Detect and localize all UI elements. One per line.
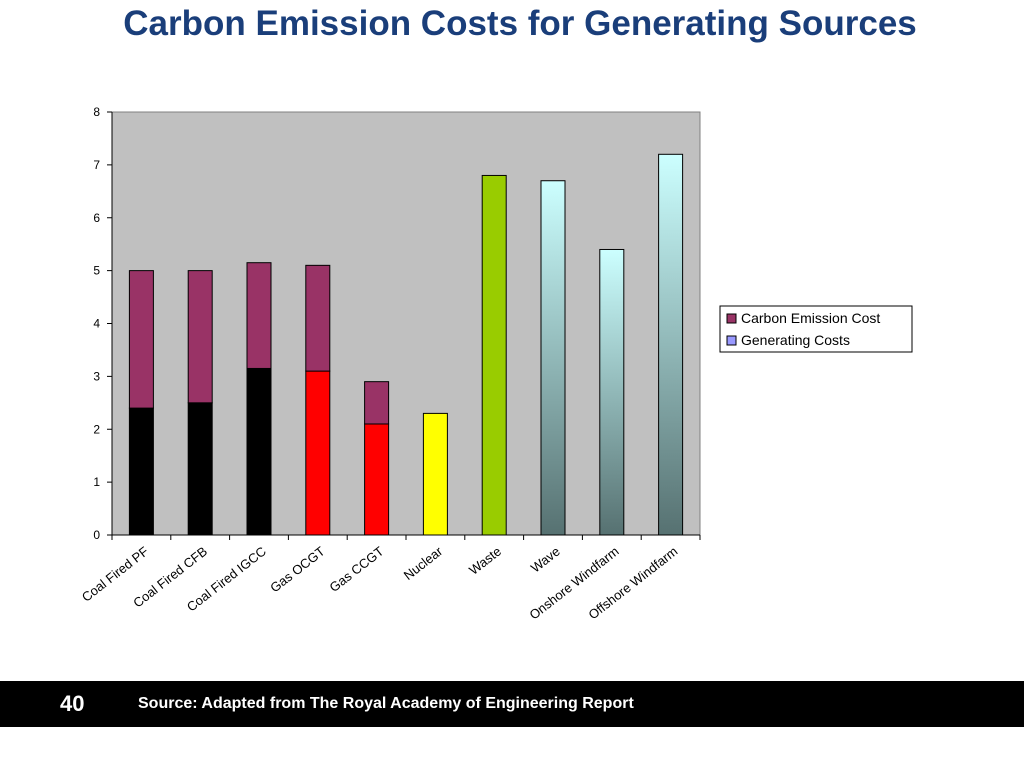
bar-generating-cost [540, 180, 566, 536]
x-category-label: Waste [466, 544, 504, 578]
bar-generating-cost [599, 248, 625, 536]
bar-generating-cost [246, 367, 272, 536]
y-tick-label: 6 [93, 211, 100, 225]
legend-label: Generating Costs [741, 332, 850, 348]
x-category-label: Gas CCGT [327, 544, 387, 595]
bar-carbon-emission-cost [246, 262, 272, 369]
y-tick-label: 4 [93, 317, 100, 331]
source-citation: Source: Adapted from The Royal Academy o… [138, 695, 634, 712]
page-number: 40 [60, 691, 85, 716]
footer-bar: 40 Source: Adapted from The Royal Academ… [0, 681, 1024, 727]
y-tick-label: 1 [93, 475, 100, 489]
bar-generating-cost [422, 412, 448, 536]
bar-generating-cost [481, 174, 507, 536]
bar-generating-cost [187, 402, 213, 536]
x-category-label: Nuclear [401, 543, 446, 583]
y-tick-label: 7 [93, 158, 100, 172]
legend-box [719, 305, 913, 353]
y-tick-label: 8 [93, 105, 100, 119]
bar-carbon-emission-cost [187, 270, 213, 404]
bar-generating-cost [305, 370, 331, 536]
bar-carbon-emission-cost [128, 270, 154, 409]
x-category-label: Wave [528, 544, 563, 576]
y-tick-label: 2 [93, 422, 100, 436]
bar-carbon-emission-cost [305, 264, 331, 372]
slide-title: Carbon Emission Costs for Generating Sou… [123, 4, 917, 43]
bar-generating-cost [364, 423, 390, 536]
bar-generating-cost [128, 407, 154, 536]
y-tick-label: 0 [93, 528, 100, 542]
x-category-label: Gas OCGT [267, 544, 328, 596]
legend-swatch [726, 313, 737, 324]
legend-swatch [726, 335, 737, 346]
legend-label: Carbon Emission Cost [741, 310, 880, 326]
bar-generating-cost [658, 153, 684, 536]
y-tick-label: 5 [93, 264, 100, 278]
bar-carbon-emission-cost [364, 381, 390, 425]
y-tick-label: 3 [93, 369, 100, 383]
